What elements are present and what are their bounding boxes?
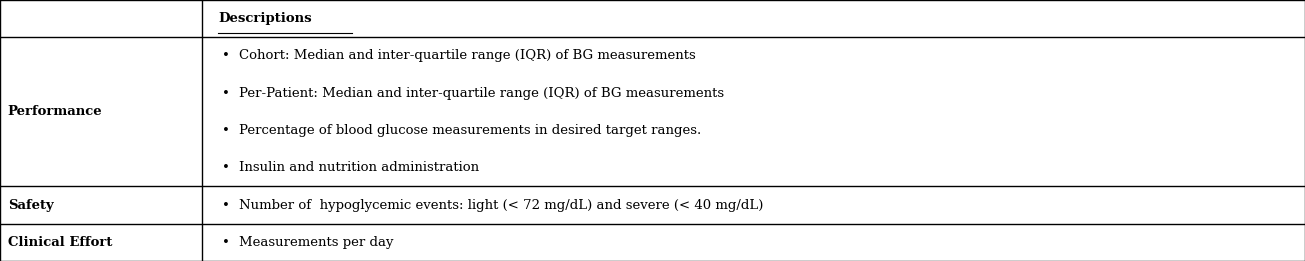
Text: Per-Patient: Median and inter-quartile range (IQR) of BG measurements: Per-Patient: Median and inter-quartile r… xyxy=(239,87,724,100)
Text: •: • xyxy=(222,49,230,62)
Text: •: • xyxy=(222,199,230,212)
Text: •: • xyxy=(222,87,230,100)
Text: Insulin and nutrition administration: Insulin and nutrition administration xyxy=(239,161,479,174)
Text: Number of  hypoglycemic events: light (< 72 mg/dL) and severe (< 40 mg/dL): Number of hypoglycemic events: light (< … xyxy=(239,199,763,212)
Text: Measurements per day: Measurements per day xyxy=(239,236,393,249)
Text: Safety: Safety xyxy=(8,199,54,212)
Text: Clinical Effort: Clinical Effort xyxy=(8,236,112,249)
Text: Descriptions: Descriptions xyxy=(218,12,312,25)
Text: Cohort: Median and inter-quartile range (IQR) of BG measurements: Cohort: Median and inter-quartile range … xyxy=(239,49,696,62)
Text: •: • xyxy=(222,124,230,137)
Text: •: • xyxy=(222,161,230,174)
Text: •: • xyxy=(222,236,230,249)
Text: Performance: Performance xyxy=(8,105,103,118)
Text: Percentage of blood glucose measurements in desired target ranges.: Percentage of blood glucose measurements… xyxy=(239,124,701,137)
